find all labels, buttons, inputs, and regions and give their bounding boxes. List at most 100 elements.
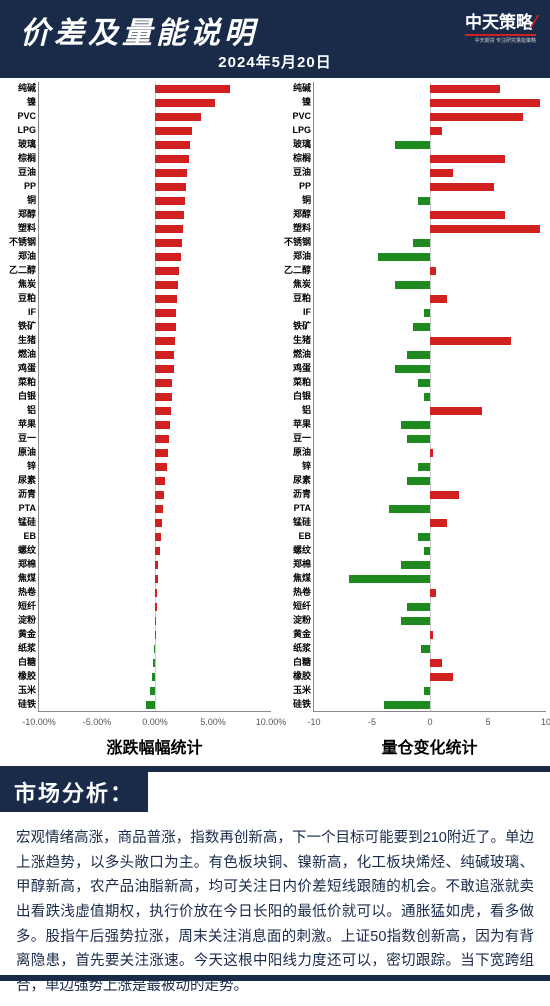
bar-row: 豆油 — [39, 166, 271, 180]
bar-row: 焦炭 — [39, 278, 271, 292]
bar — [421, 645, 430, 653]
category-label: 铝 — [302, 404, 314, 416]
category-label: 生猪 — [293, 334, 314, 346]
logo-text: 中天策略 — [465, 8, 533, 33]
section-header: 市场分析： — [0, 772, 148, 812]
bar-row: 短纤 — [39, 600, 271, 614]
bar-row: 铝 — [39, 404, 271, 418]
bar — [155, 631, 156, 639]
bar — [155, 421, 170, 429]
category-label: 乙二醇 — [284, 264, 314, 276]
bar — [430, 519, 447, 527]
category-label: 生猪 — [18, 334, 39, 346]
bar — [384, 701, 430, 709]
bar — [155, 463, 167, 471]
bar-row: 铜 — [314, 194, 546, 208]
category-label: 不锈钢 — [284, 236, 314, 248]
bar — [430, 85, 500, 93]
bar-row: 橡胶 — [314, 670, 546, 684]
bar — [418, 379, 430, 387]
bar — [155, 603, 157, 611]
category-label: 郑醇 — [293, 208, 314, 220]
bar-row: PVC — [314, 110, 546, 124]
bar-row: 铁矿 — [39, 320, 271, 334]
bar — [430, 449, 433, 457]
category-label: PVC — [292, 110, 314, 122]
bar — [155, 169, 187, 177]
bar — [155, 323, 176, 331]
category-label: 豆油 — [18, 166, 39, 178]
category-label: PP — [299, 180, 314, 192]
category-label: 郑油 — [293, 250, 314, 262]
bar — [430, 631, 433, 639]
bar-row: 铜 — [39, 194, 271, 208]
logo-slash-icon: ⁄ — [533, 12, 536, 32]
bar — [430, 589, 436, 597]
category-label: 沥青 — [18, 488, 39, 500]
bar — [413, 323, 430, 331]
bar — [401, 421, 430, 429]
bar-row: 白糖 — [39, 656, 271, 670]
bar — [401, 617, 430, 625]
category-label: 郑棉 — [18, 558, 39, 570]
category-label: 鸡蛋 — [293, 362, 314, 374]
category-label: 苹果 — [18, 418, 39, 430]
category-label: 焦煤 — [18, 572, 39, 584]
bar-row: 豆一 — [314, 432, 546, 446]
bar — [155, 281, 178, 289]
left-chart-area: 纯碱镍PVCLPG玻璃棕榈豆油PP铜郑醇塑料不锈钢郑油乙二醇焦炭豆粕IF铁矿生猪… — [38, 82, 271, 712]
bar-row: 尿素 — [314, 474, 546, 488]
bar-row: 郑醇 — [39, 208, 271, 222]
bar — [153, 659, 155, 667]
bar-row: 菜粕 — [39, 376, 271, 390]
page-title: 价差及量能说明 — [20, 8, 530, 52]
category-label: 玻璃 — [293, 138, 314, 150]
bar — [430, 491, 459, 499]
category-label: 螺纹 — [293, 544, 314, 556]
bar-row: 豆粕 — [314, 292, 546, 306]
bar — [155, 267, 179, 275]
category-label: 纸浆 — [293, 642, 314, 654]
category-label: 塑料 — [18, 222, 39, 234]
bar-row: PP — [314, 180, 546, 194]
bar — [155, 435, 169, 443]
bar — [430, 225, 540, 233]
bar — [424, 547, 430, 555]
bar — [418, 463, 430, 471]
category-label: EB — [23, 530, 39, 542]
category-label: 玻璃 — [18, 138, 39, 150]
category-label: 镍 — [27, 96, 39, 108]
category-label: 不锈钢 — [9, 236, 39, 248]
bar-row: 白糖 — [314, 656, 546, 670]
bar — [389, 505, 430, 513]
bar — [395, 141, 430, 149]
footer-bar — [0, 975, 550, 981]
bar-row: 玻璃 — [314, 138, 546, 152]
category-label: PP — [24, 180, 39, 192]
bar-row: 豆油 — [314, 166, 546, 180]
category-label: 沥青 — [293, 488, 314, 500]
bar-row: 菜粕 — [314, 376, 546, 390]
bar-row: 纯碱 — [314, 82, 546, 96]
category-label: 原油 — [293, 446, 314, 458]
category-label: 铁矿 — [293, 320, 314, 332]
category-label: 焦炭 — [18, 278, 39, 290]
right-chart-area: 纯碱镍PVCLPG玻璃棕榈豆油PP铜郑醇塑料不锈钢郑油乙二醇焦炭豆粕IF铁矿生猪… — [313, 82, 546, 712]
category-label: LPG — [17, 124, 39, 136]
category-label: 短纤 — [293, 600, 314, 612]
bar — [430, 113, 523, 121]
bar-row: 生猪 — [39, 334, 271, 348]
category-label: 橡胶 — [18, 670, 39, 682]
bar — [349, 575, 430, 583]
category-label: 焦炭 — [293, 278, 314, 290]
bar — [155, 491, 164, 499]
bar-row: LPG — [314, 124, 546, 138]
bar — [430, 267, 436, 275]
bar — [155, 295, 177, 303]
category-label: 燃油 — [293, 348, 314, 360]
bar-row: 玉米 — [39, 684, 271, 698]
bar-row: IF — [39, 306, 271, 320]
bar-row: 豆粕 — [39, 292, 271, 306]
bar — [395, 365, 430, 373]
bar — [413, 239, 430, 247]
